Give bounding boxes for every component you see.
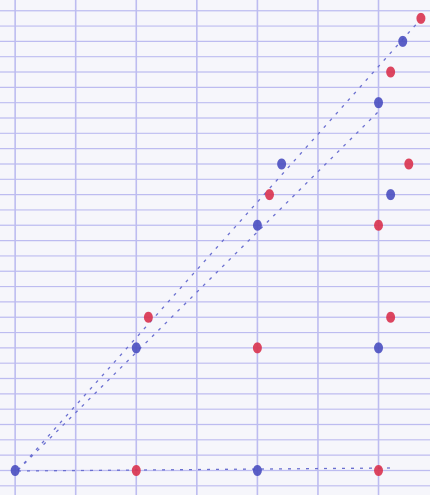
point (374, 97, 383, 108)
chart (0, 0, 430, 495)
point (265, 189, 274, 200)
point (253, 342, 262, 353)
point (277, 158, 286, 169)
point (386, 67, 395, 78)
point (144, 312, 153, 323)
point (374, 342, 383, 353)
point (11, 465, 20, 476)
point (386, 312, 395, 323)
point (416, 13, 425, 24)
point (253, 220, 262, 231)
point (253, 465, 262, 476)
point (374, 465, 383, 476)
page: (() => { const data = JSON.parse(documen… (0, 0, 430, 495)
point (404, 158, 413, 169)
point (132, 465, 141, 476)
point (374, 220, 383, 231)
point (386, 189, 395, 200)
point (398, 36, 407, 47)
point (132, 342, 141, 353)
paper (0, 0, 430, 495)
